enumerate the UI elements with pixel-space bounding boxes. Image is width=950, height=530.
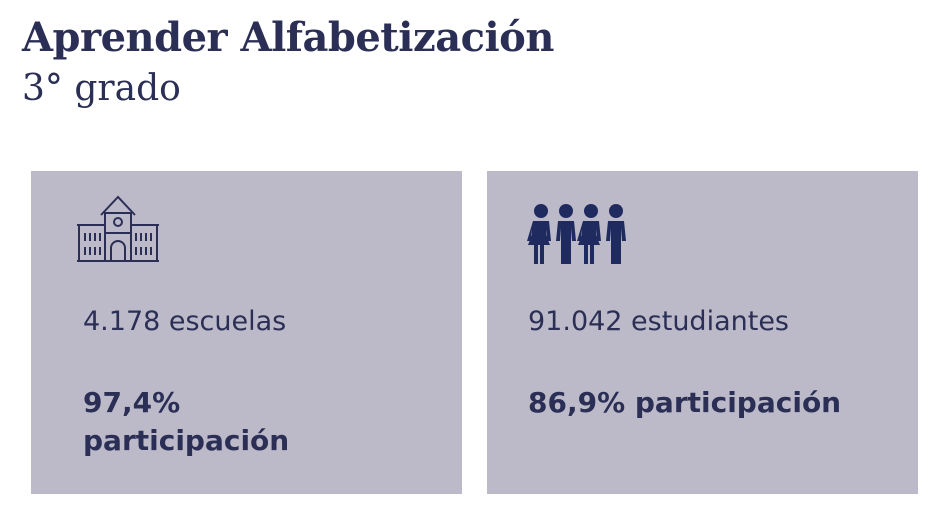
schools-participation: 97,4% participación: [83, 384, 383, 460]
students-count: 91.042 estudiantes: [528, 306, 789, 337]
schools-card: 4.178 escuelas 97,4% participación: [31, 171, 462, 494]
page-subtitle: 3° grado: [22, 68, 181, 109]
students-group-icon: [527, 202, 633, 269]
schools-participation-value: 97,4%: [83, 386, 181, 419]
school-building-icon: [77, 193, 159, 268]
students-card: 91.042 estudiantes 86,9% participación: [487, 171, 918, 494]
schools-count: 4.178 escuelas: [83, 306, 287, 337]
schools-participation-label: participación: [83, 424, 290, 457]
page-title: Aprender Alfabetización: [22, 14, 554, 61]
students-participation: 86,9% participación: [528, 386, 842, 419]
